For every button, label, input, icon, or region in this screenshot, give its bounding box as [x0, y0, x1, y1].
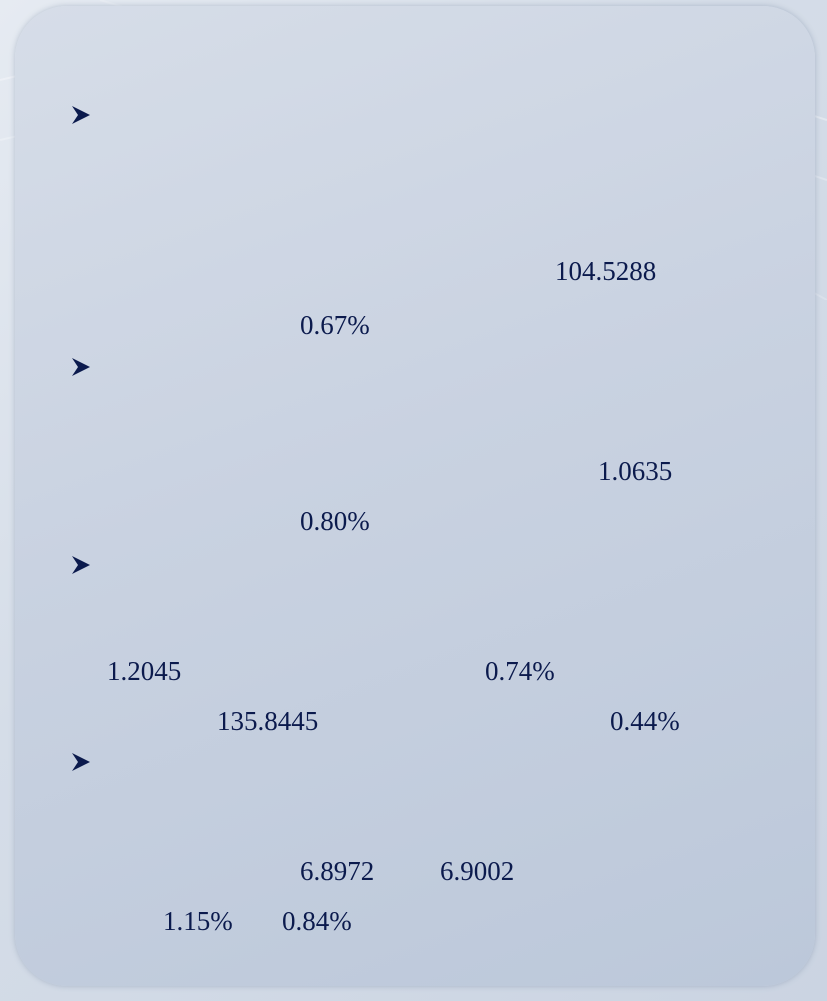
value-text: 1.2045	[107, 656, 182, 686]
value-text: 6.8972	[300, 856, 375, 886]
value-text: 0.67%	[300, 310, 370, 340]
content-panel	[15, 6, 815, 986]
value-text: 0.44%	[610, 706, 680, 736]
value-text: 104.5288	[555, 256, 657, 286]
value-text: 0.80%	[300, 506, 370, 536]
value-text: 6.9002	[440, 856, 515, 886]
bullet	[72, 358, 90, 376]
value-text: 1.0635	[598, 456, 673, 486]
value-text: 1.15%	[163, 906, 233, 936]
bullet	[72, 106, 90, 124]
bullet	[72, 556, 90, 574]
value-text: 135.8445	[217, 706, 319, 736]
value-text: 0.74%	[485, 656, 555, 686]
bullet	[72, 753, 90, 771]
value-text: 0.84%	[282, 906, 352, 936]
